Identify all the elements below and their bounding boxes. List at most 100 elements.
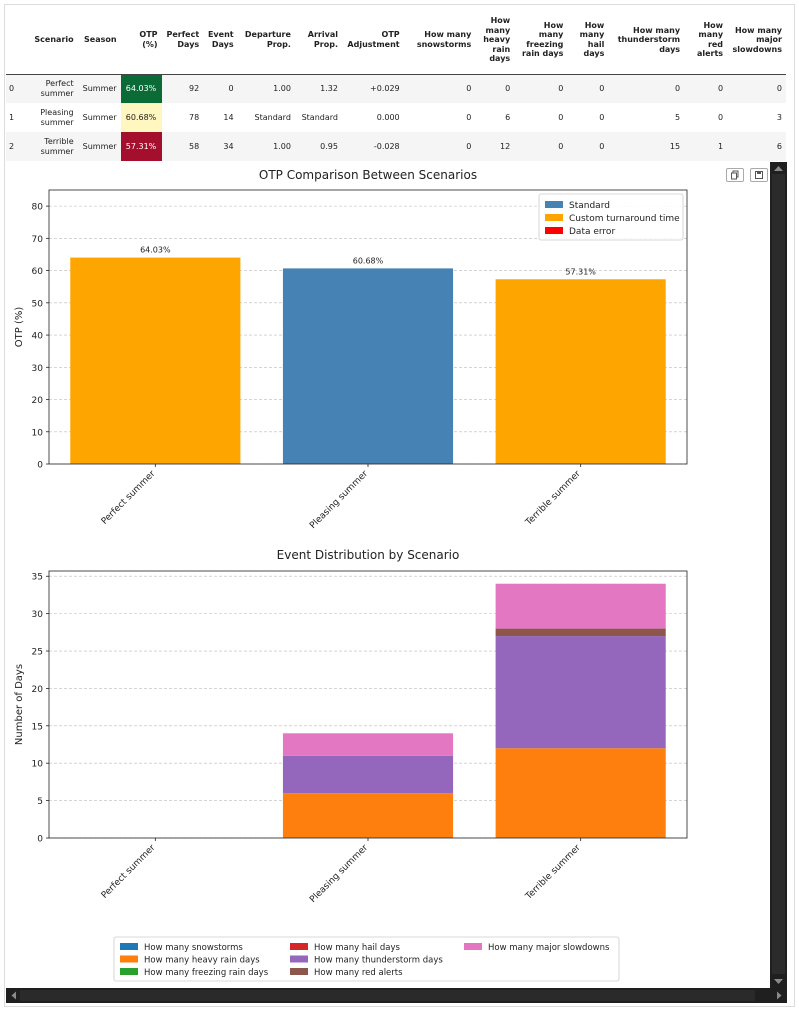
y-tick-label: 25	[32, 648, 43, 658]
otp-cell: 64.03%	[120, 74, 162, 103]
vertical-scroll-thumb[interactable]	[772, 174, 785, 974]
stacked-bar-segment	[282, 755, 454, 794]
table-cell: +0.029	[370, 84, 400, 93]
table-cell: Standard	[301, 112, 338, 122]
table-row: 2 Terrible summer Summer 57.31% 58 34 1.00 0.95…	[6, 132, 786, 161]
table-body: 0 Perfect summer Summer 64.03% 92 0 1.00 1.32 +0…	[6, 74, 786, 161]
y-axis-label: OTP (%)	[14, 307, 25, 348]
table-cell: Summer	[82, 112, 117, 122]
legend-label: How many heavy rain days	[144, 956, 260, 966]
legend-label: Standard	[569, 201, 610, 211]
stacked-bar-segment	[282, 733, 454, 756]
chart-title: Event Distribution by Scenario	[277, 548, 460, 562]
table-cell: Summer	[82, 84, 117, 93]
plot-frame	[48, 189, 688, 465]
x-tick-label: Pleasing summer	[308, 469, 370, 531]
y-tick-label: 40	[32, 332, 44, 342]
legend-swatch	[545, 214, 563, 221]
column-header: How many heavy rain days	[483, 16, 511, 63]
bar	[495, 279, 666, 464]
table-cell: 0	[599, 141, 605, 151]
bar	[282, 268, 454, 464]
scroll-left-arrow-icon[interactable]	[9, 988, 19, 1003]
y-tick-label: 10	[32, 428, 44, 438]
column-header: How many major slowdowns	[732, 25, 782, 54]
horizontal-scrollbar[interactable]	[6, 988, 787, 1003]
bar-data-label: 60.68%	[353, 256, 384, 265]
table-cell: 0	[599, 112, 605, 122]
legend-label: How many thunderstorm days	[314, 956, 443, 966]
legend-label: How many freezing rain days	[144, 968, 269, 978]
copy-icon	[731, 170, 739, 180]
table-cell: 78	[189, 112, 200, 122]
table-cell: 6	[505, 112, 511, 122]
legend-box	[538, 193, 684, 241]
table-cell: 12	[499, 141, 511, 151]
table-cell: 0	[717, 112, 724, 122]
scroll-down-arrow-icon[interactable]	[770, 976, 787, 986]
bar	[70, 257, 241, 464]
stacked-bar-segment	[495, 628, 666, 637]
y-tick-label: 80	[32, 203, 44, 213]
legend-label: How many snowstorms	[144, 943, 243, 953]
otp-cell: 60.68%	[120, 103, 162, 132]
row-index: 2	[9, 141, 15, 151]
dataframe-table-container: Scenario Season OTP (%) Perfect Days Event D…	[6, 6, 786, 161]
table-row: 0 Perfect summer Summer 64.03% 92 0 1.00 1.32 +0…	[6, 74, 786, 103]
table-cell: 0	[558, 141, 564, 151]
otp-cell: 57.31%	[120, 132, 162, 161]
column-header: OTP (%)	[139, 30, 158, 49]
stacked-bar-segment	[495, 636, 666, 749]
scroll-right-arrow-icon[interactable]	[774, 988, 784, 1003]
y-axis-label: Number of Days	[14, 664, 25, 745]
bar-data-label: 64.03%	[140, 246, 171, 255]
table-cell: 0	[674, 84, 681, 93]
table-cell: 0	[466, 112, 472, 122]
scroll-up-arrow-icon[interactable]	[770, 164, 787, 174]
column-header: Arrival Prop.	[307, 30, 338, 49]
table-cell: 0.95	[320, 141, 338, 151]
legend-swatch	[464, 943, 482, 950]
column-header	[6, 6, 26, 74]
row-index: 1	[9, 112, 15, 122]
legend-label: Data error	[569, 227, 615, 237]
dataframe-table: Scenario Season OTP (%) Perfect Days Event D…	[6, 6, 786, 161]
y-tick-label: 30	[32, 610, 44, 620]
table-cell: 5	[674, 112, 681, 122]
legend-swatch	[290, 968, 308, 975]
save-button[interactable]	[750, 168, 768, 182]
y-tick-label: 5	[37, 797, 43, 807]
y-tick-label: 0	[37, 461, 43, 471]
vertical-scrollbar[interactable]	[770, 162, 787, 988]
y-tick-label: 10	[32, 760, 44, 770]
table-cell: 0	[228, 84, 234, 93]
stacked-bar-segment	[282, 793, 454, 838]
stacked-bar-segment	[495, 748, 666, 838]
x-tick-label: Terrible summer	[523, 843, 583, 903]
y-tick-label: 20	[32, 396, 44, 406]
table-cell: 92	[189, 84, 200, 93]
table-cell: Pleasing summer	[40, 108, 74, 127]
table-cell: 0	[505, 84, 511, 93]
table-cell: 3	[776, 112, 782, 122]
column-header: Event Days	[207, 30, 234, 49]
table-cell: 15	[669, 141, 681, 151]
y-tick-label: 70	[32, 235, 44, 245]
table-cell: 1.00	[273, 141, 291, 151]
legend-swatch	[120, 955, 138, 963]
table-cell: 0	[466, 84, 472, 93]
y-tick-label: 30	[32, 364, 44, 374]
x-tick-label: Perfect summer	[100, 469, 158, 527]
chart-output-area: OTP Comparison Between Scenarios 0 10 20 30 4…	[6, 162, 770, 988]
table-cell: 58	[189, 141, 200, 151]
legend-label: Custom turnaround time	[569, 214, 680, 224]
table-cell: Standard	[254, 112, 291, 122]
table-cell: 0	[717, 84, 724, 93]
column-header: How many snowstorms	[416, 30, 472, 49]
horizontal-scroll-thumb[interactable]	[20, 990, 755, 1001]
column-header: How many thunderstorm days	[617, 25, 681, 54]
copy-button[interactable]	[726, 168, 744, 182]
y-tick-label: 60	[32, 267, 44, 277]
x-tick-label: Perfect summer	[100, 843, 158, 901]
legend-swatch	[290, 955, 308, 963]
